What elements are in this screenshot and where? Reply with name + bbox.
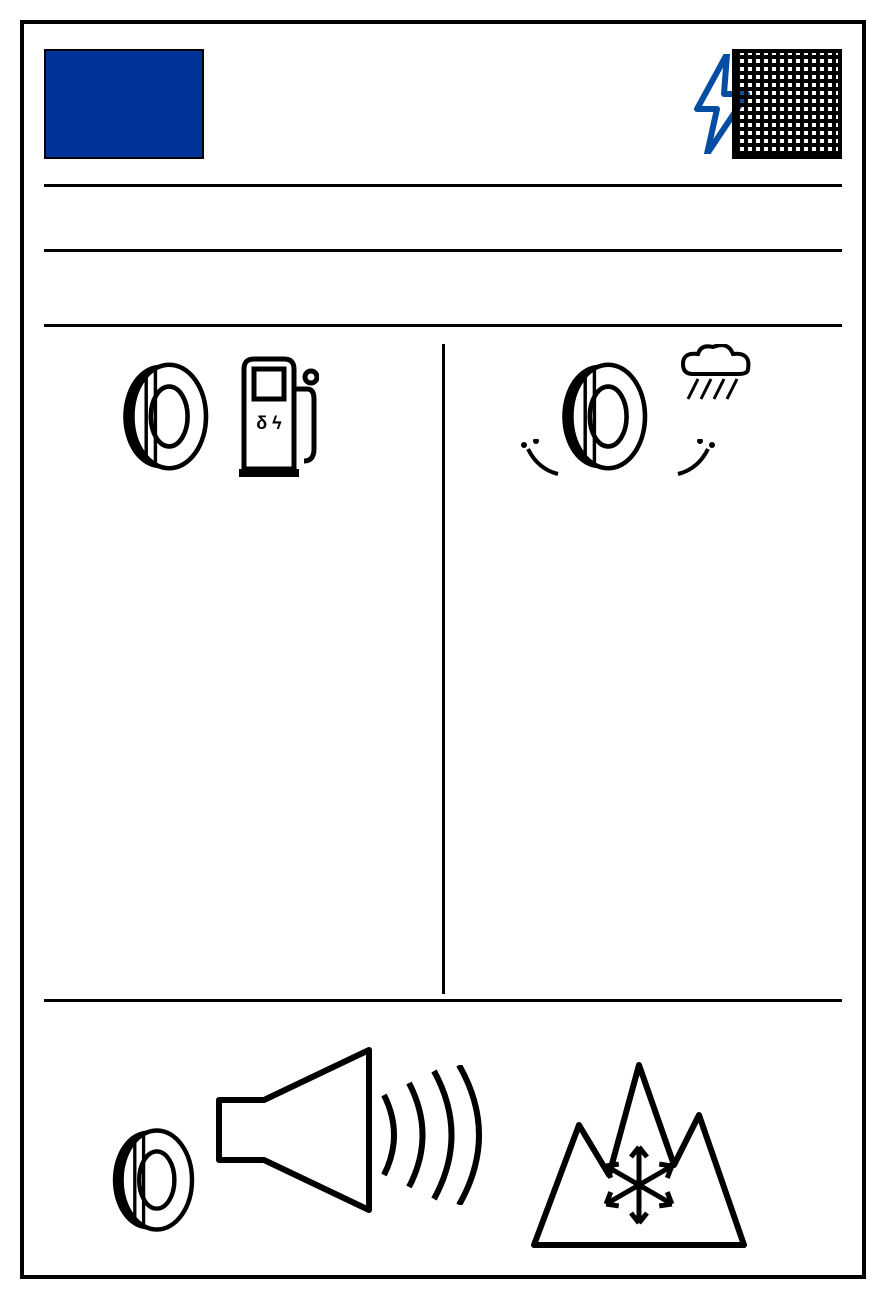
tire-icon [553, 359, 668, 474]
eu-tyre-label: δ ϟ [20, 20, 866, 1279]
rain-cloud-icon [673, 344, 763, 414]
fuel-pump-icon: δ ϟ [239, 349, 319, 479]
fuel-efficiency-column: δ ϟ [44, 344, 443, 994]
divider [44, 184, 842, 187]
sound-waves-icon [374, 1065, 484, 1205]
wet-grip-column [443, 344, 842, 994]
divider [44, 999, 842, 1002]
qr-code [732, 49, 842, 159]
divider [44, 324, 842, 327]
bottom-pictograms [44, 1015, 842, 1255]
eu-flag [44, 49, 204, 159]
label-header [24, 24, 862, 184]
noise-value [244, 1105, 248, 1147]
splash-icon [518, 439, 568, 479]
rating-scales: δ ϟ [44, 344, 842, 994]
speaker-icon [214, 1045, 394, 1215]
svg-text:δ ϟ: δ ϟ [256, 413, 282, 433]
noise-pictogram [104, 1045, 484, 1245]
tire-icon [114, 359, 229, 474]
divider [44, 249, 842, 252]
snow-grip-icon [524, 1045, 754, 1255]
splash-icon [668, 439, 718, 479]
tire-icon [104, 1125, 214, 1235]
